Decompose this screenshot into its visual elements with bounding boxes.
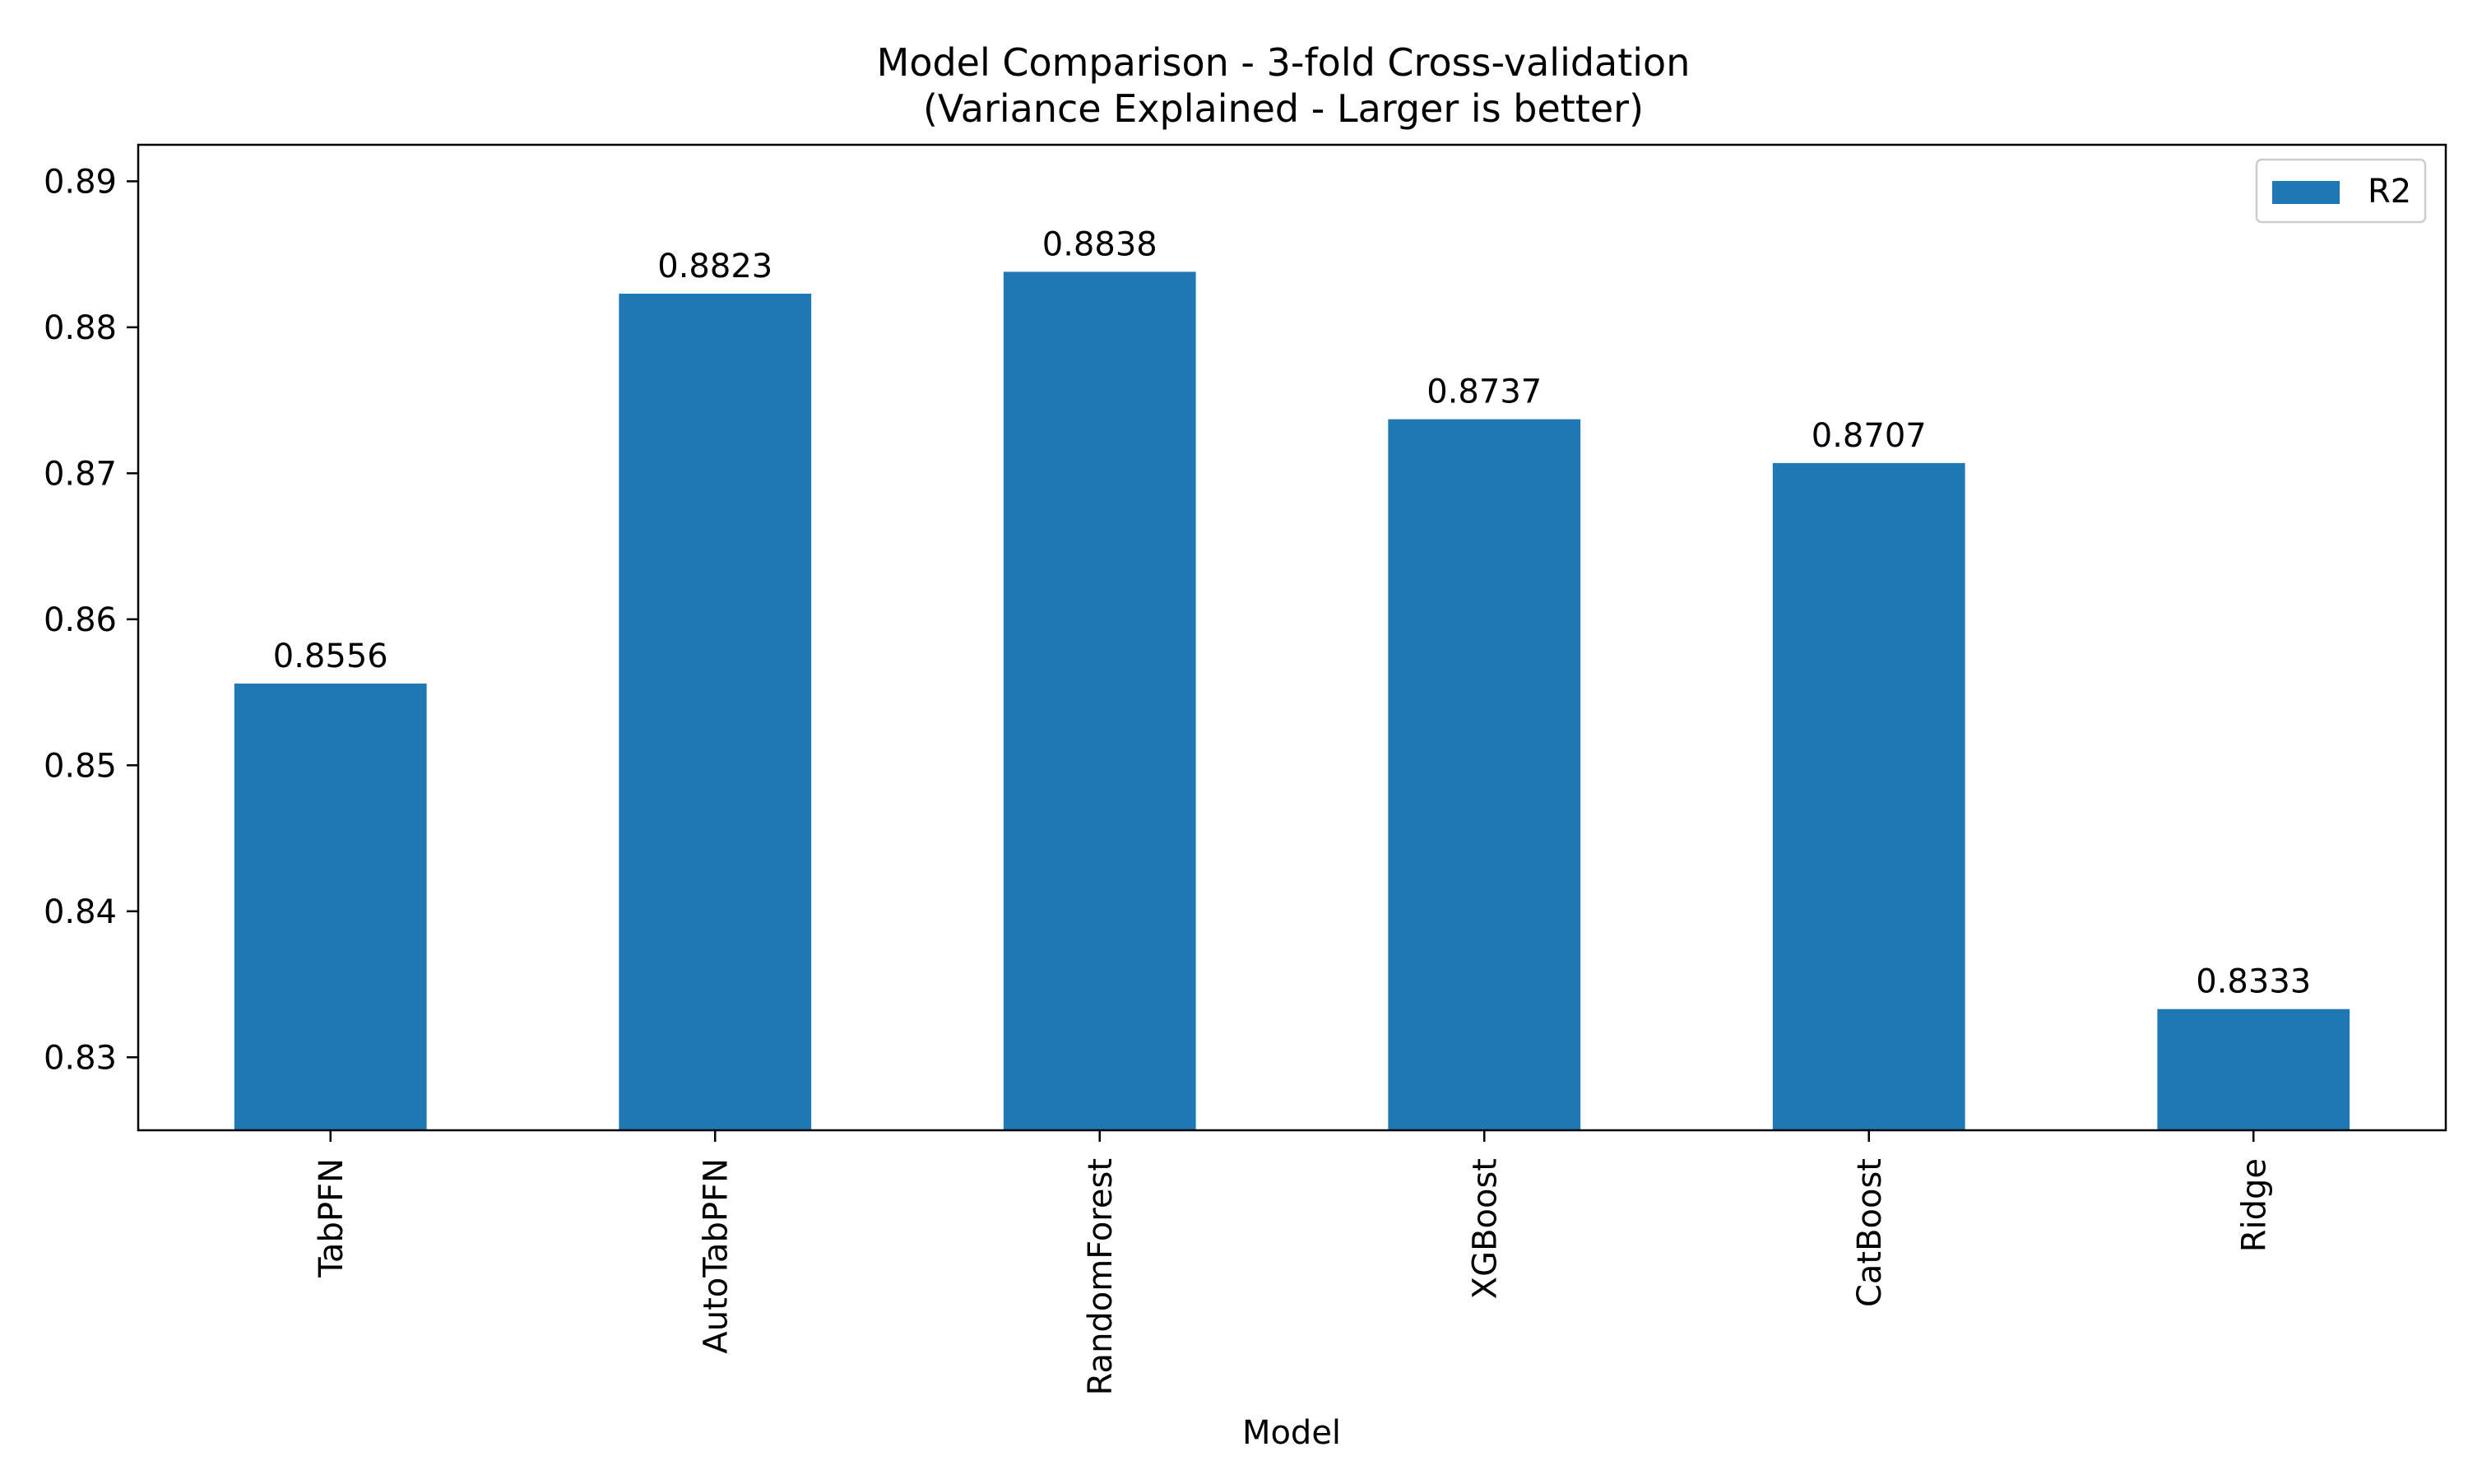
data-label: 0.8333 [2196, 963, 2311, 1001]
legend: R2 [2255, 158, 2427, 224]
data-label: 0.8737 [1427, 373, 1542, 411]
y-tick-label: 0.88 [44, 309, 117, 347]
x-tick-label: Ridge [2235, 1158, 2273, 1252]
data-label: 0.8838 [1042, 225, 1157, 263]
legend-swatch [2272, 181, 2340, 204]
x-tick-label: AutoTabPFN [697, 1158, 735, 1354]
chart-subtitle: (Variance Explained - Larger is better) [923, 86, 1644, 131]
bar-ridge [2157, 1009, 2350, 1130]
bars-layer [234, 271, 2350, 1131]
x-tick-label: RandomForest [1082, 1158, 1120, 1395]
y-tick-label: 0.85 [44, 747, 117, 785]
x-tick-label: TabPFN [313, 1158, 350, 1278]
bar-tabpfn [234, 683, 427, 1130]
y-axis-ticks: 0.83 0.84 0.85 0.86 0.87 0.88 0.89 [44, 163, 138, 1077]
y-tick-label: 0.86 [44, 601, 117, 639]
data-labels: 0.8556 0.8823 0.8838 0.8737 0.8707 0.8333 [273, 225, 2311, 1000]
x-tick-label: CatBoost [1851, 1158, 1889, 1307]
bar-autotabpfn [619, 294, 812, 1130]
chart-title: Model Comparison - 3-fold Cross-validati… [877, 40, 1691, 85]
y-tick-label: 0.83 [44, 1039, 117, 1077]
y-tick-label: 0.89 [44, 163, 117, 201]
bar-randomforest [1003, 271, 1196, 1130]
bar-catboost [1772, 462, 1965, 1130]
data-label: 0.8707 [1812, 417, 1927, 455]
plot-frame [137, 143, 2447, 1132]
data-label: 0.8823 [657, 248, 772, 285]
y-tick-label: 0.84 [44, 893, 117, 931]
legend-label: R2 [2368, 173, 2411, 211]
x-axis-ticks: TabPFN AutoTabPFN RandomForest XGBoost CatBo… [313, 1130, 2273, 1395]
y-tick-label: 0.87 [44, 455, 117, 493]
x-axis-label: Model [1242, 1414, 1341, 1452]
data-label: 0.8556 [273, 638, 388, 675]
legend-box [2255, 158, 2427, 224]
x-tick-label: XGBoost [1466, 1158, 1504, 1299]
bar-xgboost [1388, 419, 1581, 1131]
